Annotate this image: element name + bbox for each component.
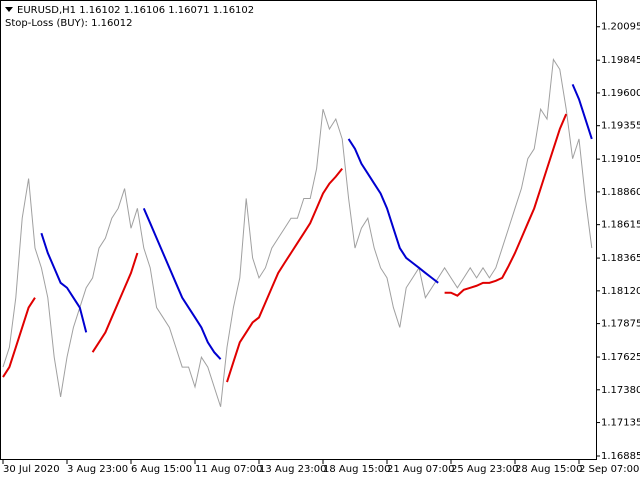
y-tick-label: 1.19105 [601, 154, 640, 165]
y-tick-label: 1.18615 [601, 220, 640, 231]
y-tick-label: 1.19355 [601, 121, 640, 132]
y-tick-label: 1.18365 [601, 253, 640, 264]
series-line [91, 252, 139, 353]
x-tick-label: 11 Aug 07:00 [195, 464, 262, 475]
y-tick-label: 1.19845 [601, 55, 640, 66]
y-tick-label: 1.17380 [601, 385, 640, 396]
y-tick-label: 1.17135 [601, 418, 640, 429]
x-tick-label: 6 Aug 15:00 [131, 464, 192, 475]
series-line [40, 232, 88, 333]
y-tick-label: 1.19600 [601, 88, 640, 99]
x-tick-label: 30 Jul 2020 [3, 464, 60, 475]
indicator-label: Stop-Loss (BUY): 1.16012 [5, 18, 132, 29]
x-tick-label: 2 Sep 07:00 [579, 464, 639, 475]
x-tick-label: 28 Aug 15:00 [515, 464, 582, 475]
plot-frame [0, 0, 597, 460]
y-tick-label: 1.17625 [601, 352, 640, 363]
y-tick-label: 1.17875 [601, 319, 640, 330]
series-line [2, 297, 36, 378]
y-tick-label: 1.20095 [601, 22, 640, 33]
y-tick-label: 1.18860 [601, 187, 640, 198]
x-tick-label: 13 Aug 23:00 [259, 464, 326, 475]
menu-arrow[interactable] [5, 7, 13, 12]
series-line [347, 138, 439, 284]
x-tick-label: 3 Aug 23:00 [67, 464, 128, 475]
x-tick-label: 21 Aug 07:00 [387, 464, 454, 475]
series-line [226, 167, 343, 383]
series-line [142, 207, 222, 360]
y-tick-label: 1.16885 [601, 451, 640, 462]
chart-title: EURUSD,H1 1.16102 1.16106 1.16071 1.1610… [17, 5, 254, 16]
x-tick-label: 18 Aug 15:00 [323, 464, 390, 475]
series-line [2, 58, 593, 407]
series-line [444, 113, 568, 297]
series-line [571, 83, 593, 140]
x-tick-label: 25 Aug 23:00 [451, 464, 518, 475]
y-tick-label: 1.18120 [601, 286, 640, 297]
